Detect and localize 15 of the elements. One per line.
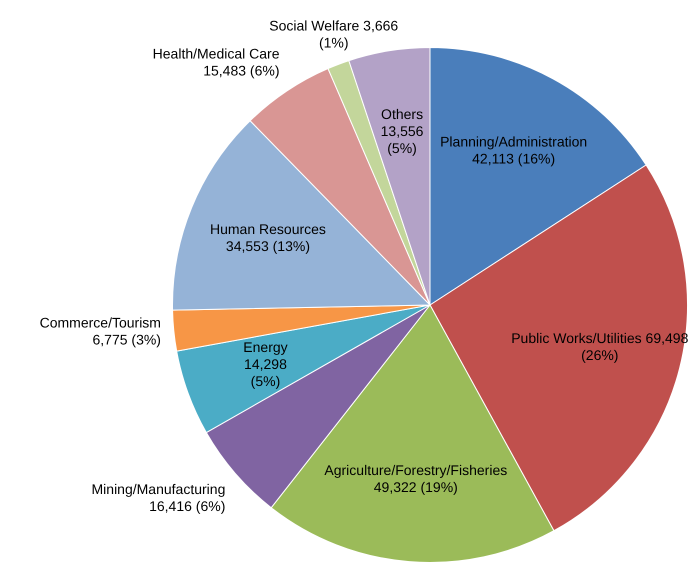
- slice-label: Energy: [243, 338, 288, 355]
- data-label: 49,322 (19%): [374, 478, 458, 495]
- data-label: 16,416 (6%): [149, 498, 226, 514]
- data-label: 13,556 (5%): [380, 123, 424, 156]
- data-label: 15,483 (6%): [203, 62, 280, 79]
- slice-label: Others: [381, 106, 424, 122]
- slice-label: Planning/Administration: [440, 134, 588, 150]
- data-label: 42,113 (16%): [472, 150, 556, 167]
- slice-label: Commerce/Tourism: [40, 314, 161, 330]
- data-label: 14,298 (5%): [244, 356, 288, 389]
- slice-label: Mining/Manufacturing: [92, 481, 226, 498]
- data-label: 6,775 (3%): [92, 331, 161, 348]
- slice-label: Agriculture/Forestry/Fisheries: [324, 462, 508, 478]
- slice-label: Human Resources: [210, 220, 326, 237]
- data-label: 34,553 (13%): [226, 238, 310, 254]
